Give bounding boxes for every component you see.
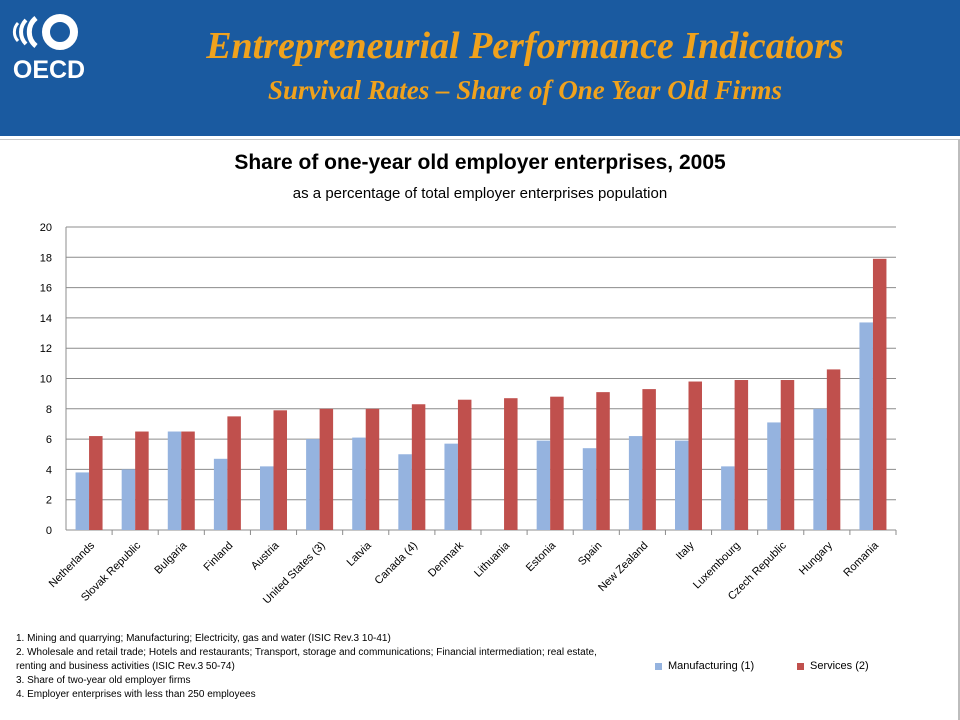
bar-services bbox=[826, 369, 841, 530]
oecd-logo-icon bbox=[12, 14, 78, 50]
footnote-4: 4. Employer enterprises with less than 2… bbox=[16, 689, 256, 700]
x-tick-label: Spain bbox=[576, 540, 604, 568]
bar-services bbox=[365, 408, 380, 530]
bar-manufacturing bbox=[859, 322, 873, 530]
bar-manufacturing bbox=[721, 466, 735, 530]
bar-manufacturing bbox=[213, 458, 228, 530]
legend-swatch-services bbox=[797, 662, 804, 670]
x-tick-label: Austria bbox=[249, 539, 282, 572]
page-title: Entrepreneurial Performance Indicators bbox=[206, 25, 844, 67]
y-tick-label: 4 bbox=[46, 464, 52, 476]
x-tick-label: Denmark bbox=[426, 539, 466, 579]
bar-services bbox=[550, 396, 564, 530]
x-tick-label: Italy bbox=[674, 539, 697, 562]
x-tick-label: Latvia bbox=[345, 539, 375, 569]
bar-manufacturing bbox=[260, 466, 274, 530]
chart-subtitle: as a percentage of total employer enterp… bbox=[292, 185, 668, 202]
x-tick-label: Bulgaria bbox=[152, 539, 190, 577]
legend-label-manufacturing: Manufacturing (1) bbox=[668, 660, 755, 672]
bar-services bbox=[780, 380, 795, 530]
bar-services bbox=[273, 410, 287, 530]
bar-manufacturing bbox=[398, 454, 412, 530]
y-tick-label: 14 bbox=[40, 313, 52, 325]
oecd-logo-text: OECD bbox=[12, 56, 86, 84]
x-tick-label: Luxembourg bbox=[691, 540, 743, 592]
bar-manufacturing bbox=[536, 440, 551, 530]
y-tick-label: 6 bbox=[46, 434, 52, 446]
bar-manufacturing bbox=[352, 437, 366, 530]
y-tick-label: 8 bbox=[46, 404, 52, 416]
legend-item-services: Services (2) bbox=[797, 660, 869, 672]
footnote-2: 2. Wholesale and retail trade; Hotels an… bbox=[16, 647, 597, 672]
bar-manufacturing bbox=[121, 469, 136, 530]
bar-services bbox=[227, 416, 241, 530]
bar-manufacturing bbox=[444, 443, 458, 530]
bar-services bbox=[457, 399, 472, 530]
x-tick-label: Netherlands bbox=[47, 539, 98, 590]
y-tick-label: 16 bbox=[40, 283, 52, 295]
x-tick-label: Canada (4) bbox=[373, 540, 420, 587]
bar-services bbox=[596, 392, 610, 530]
footnotes: 1. Mining and quarrying; Manufacturing; … bbox=[16, 632, 606, 702]
bar-services bbox=[319, 408, 334, 530]
y-tick-label: 18 bbox=[40, 252, 52, 264]
bar-manufacturing bbox=[675, 440, 689, 530]
chart-legend: Manufacturing (1) Services (2) bbox=[655, 660, 915, 676]
legend-item-manufacturing: Manufacturing (1) bbox=[655, 660, 754, 672]
bar-manufacturing bbox=[628, 436, 643, 530]
bar-services bbox=[734, 380, 749, 530]
bar-services bbox=[411, 404, 426, 530]
x-tick-label: Romania bbox=[841, 539, 881, 579]
legend-swatch-manufacturing bbox=[655, 662, 662, 670]
chart-frame bbox=[0, 139, 960, 720]
y-tick-label: 20 bbox=[40, 222, 52, 234]
x-tick-label: Finland bbox=[202, 540, 236, 574]
bar-services bbox=[135, 431, 149, 530]
bar-services bbox=[181, 431, 195, 530]
legend-label-services: Services (2) bbox=[810, 660, 869, 672]
bar-services bbox=[872, 258, 887, 530]
bar-manufacturing bbox=[582, 448, 597, 530]
y-tick-label: 2 bbox=[46, 495, 52, 507]
bar-manufacturing bbox=[813, 408, 827, 530]
y-tick-label: 10 bbox=[40, 374, 52, 386]
page-subtitle: Survival Rates – Share of One Year Old F… bbox=[267, 75, 783, 105]
bar-manufacturing bbox=[75, 472, 90, 530]
bar-services bbox=[504, 398, 518, 530]
y-tick-label: 0 bbox=[46, 525, 52, 537]
bar-services bbox=[642, 389, 656, 530]
bar-manufacturing bbox=[167, 431, 182, 530]
x-tick-label: Estonia bbox=[524, 539, 559, 574]
bar-manufacturing bbox=[767, 422, 781, 530]
x-tick-label: Lithuania bbox=[472, 539, 513, 580]
bar-manufacturing bbox=[306, 439, 320, 530]
bar-services bbox=[89, 436, 103, 530]
bar-services bbox=[688, 381, 702, 530]
footnote-1: 1. Mining and quarrying; Manufacturing; … bbox=[16, 633, 391, 644]
chart-title: Share of one-year old employer enterpris… bbox=[234, 151, 726, 174]
y-tick-label: 12 bbox=[40, 343, 52, 355]
header-banner: OECD Entrepreneurial Performance Indicat… bbox=[0, 0, 960, 136]
x-tick-label: Hungary bbox=[797, 539, 835, 577]
x-tick-label: New Zealand bbox=[596, 540, 650, 594]
footnote-3: 3. Share of two-year old employer firms bbox=[16, 675, 191, 686]
